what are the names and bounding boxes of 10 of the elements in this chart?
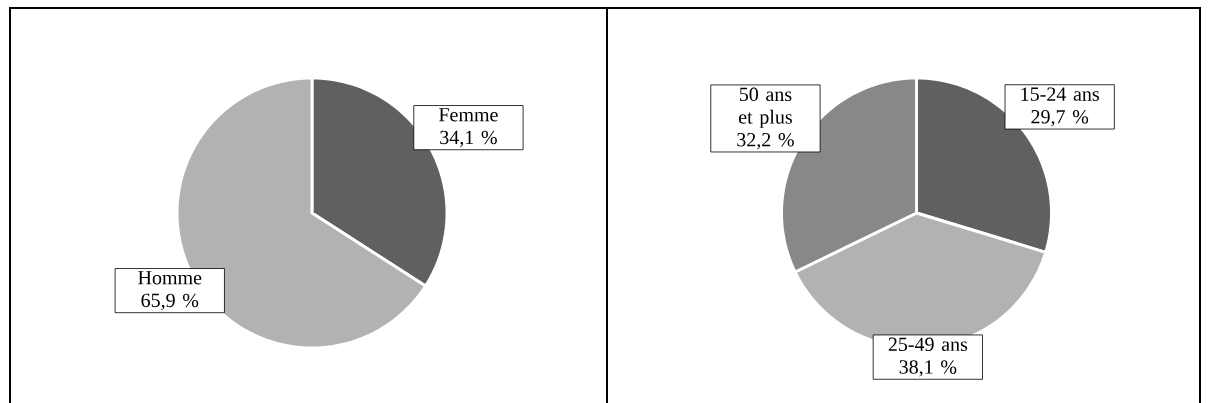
- data-label: 29,7 %: [1031, 110, 1089, 127]
- slice-label: Homme: [138, 271, 202, 285]
- data-label: 32,2 %: [737, 132, 794, 150]
- slice-label: 50 ans et plus: [739, 87, 792, 128]
- slice-label: 15-24 ans: [1021, 87, 1099, 101]
- slice-label: Femme: [439, 108, 498, 122]
- data-label: 65,9 %: [141, 293, 199, 311]
- data-label: 38,1 %: [899, 360, 957, 377]
- slice-label: 25-49 ans: [888, 337, 968, 352]
- data-label: 34,1 %: [440, 130, 497, 148]
